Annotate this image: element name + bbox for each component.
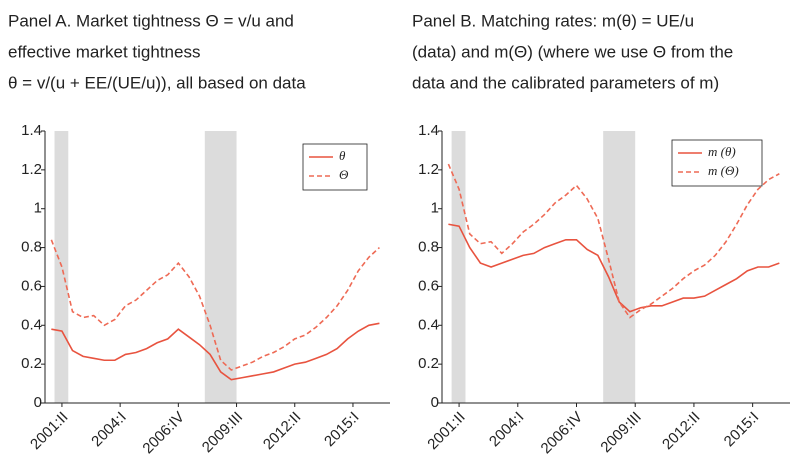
legend-label: m (θ) (708, 144, 736, 159)
x-tick-label: 2001:II (424, 409, 468, 453)
panel-title: Panel A. Market tightness Θ = v/u and (8, 11, 294, 30)
shaded-period (204, 131, 237, 403)
y-tick-label: 0.8 (21, 239, 42, 256)
shaded-period (603, 131, 636, 403)
x-tick-label: 2012:II (659, 409, 703, 453)
y-tick-label: 0 (34, 394, 42, 411)
panel-title: data and the calibrated parameters of m) (412, 73, 719, 92)
legend-label: m (Θ) (708, 163, 739, 178)
y-tick-label: 0.4 (21, 316, 42, 333)
y-tick-label: 1.4 (418, 122, 439, 139)
series-line (448, 223, 780, 313)
y-tick-label: 0.2 (418, 355, 439, 372)
x-tick-label: 2012:II (260, 409, 304, 453)
series-line (50, 239, 380, 371)
x-tick-label: 2015:I (321, 409, 363, 451)
legend-label: θ (339, 148, 346, 163)
x-tick-label: 2004:I (88, 409, 130, 451)
y-tick-label: 1.4 (21, 122, 42, 139)
x-tick-label: 2009:III (199, 409, 246, 456)
y-tick-label: 0.8 (418, 239, 439, 256)
series-line (51, 322, 380, 381)
x-tick-label: 2006:IV (139, 409, 188, 458)
y-tick-label: 0.6 (418, 277, 439, 294)
y-tick-label: 0 (431, 394, 439, 411)
y-tick-label: 1.2 (418, 161, 439, 178)
x-tick-label: 2009:III (597, 409, 644, 456)
panel-title: θ = v/(u + EE/(UE/u)), all based on data (8, 73, 306, 92)
panel-title: (data) and m(Θ) (where we use Θ from the (412, 42, 733, 61)
panel-title: effective market tightness (8, 42, 200, 61)
y-tick-label: 0.2 (21, 355, 42, 372)
panel-title: Panel B. Matching rates: m(θ) = UE/u (412, 11, 694, 30)
y-tick-label: 0.6 (21, 277, 42, 294)
y-tick-label: 1.2 (21, 161, 42, 178)
y-tick-label: 0.4 (418, 316, 439, 333)
x-tick-label: 2004:I (486, 409, 528, 451)
legend-label: Θ (339, 167, 349, 182)
x-tick-label: 2001:II (27, 409, 71, 453)
y-tick-label: 1 (431, 200, 439, 217)
y-tick-label: 1 (34, 200, 42, 217)
x-tick-label: 2006:IV (538, 409, 587, 458)
shaded-period (451, 131, 466, 403)
x-tick-label: 2015:I (721, 409, 763, 451)
series-line (447, 163, 780, 319)
legend-box (671, 139, 763, 187)
legend-box (302, 143, 368, 191)
